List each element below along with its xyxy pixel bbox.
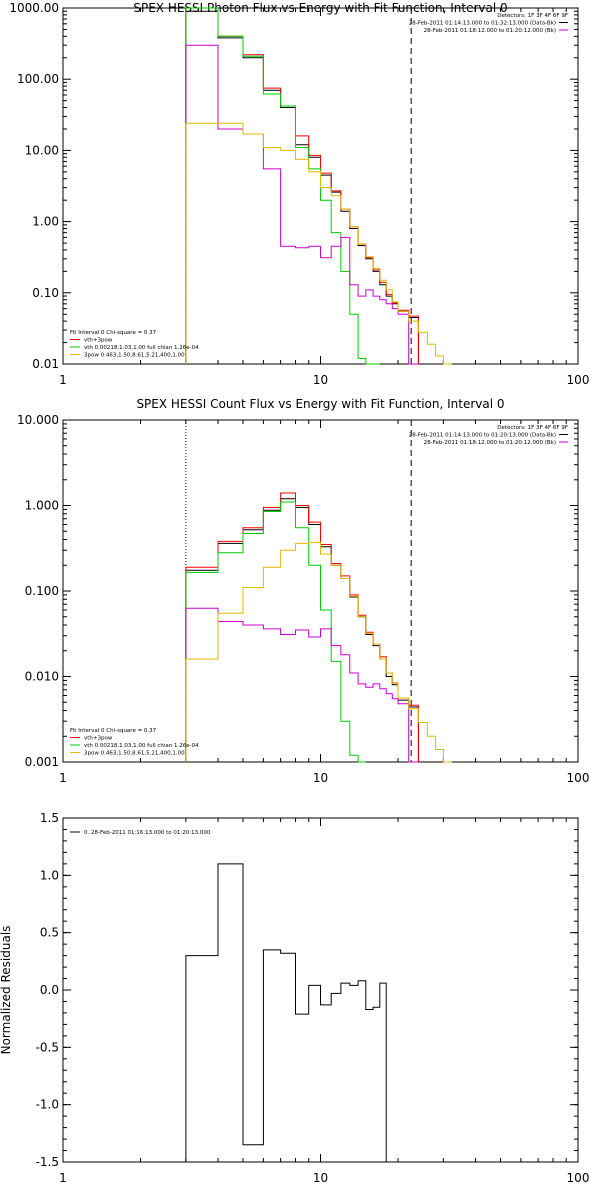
- series-1: [185, 7, 419, 364]
- series-2: [185, 501, 366, 763]
- series-2-step: [185, 501, 366, 763]
- series-3: [185, 607, 419, 763]
- series-0: [185, 10, 419, 364]
- chart-panel-0: SPEX HESSI Photon Flux vs Energy with Fi…: [9, 1, 589, 387]
- series-4: [185, 122, 452, 365]
- y-tick-label: 100.00: [17, 72, 59, 86]
- legend-left-entry: Fit Interval 0 Chi-square = 0.37: [70, 728, 157, 734]
- series-1: [185, 492, 419, 762]
- x-tick-label: 100: [567, 373, 590, 387]
- y-tick-label: -0.5: [36, 1040, 59, 1054]
- series-4: [185, 541, 452, 763]
- series-4-step: [185, 122, 452, 365]
- x-tick-label: 10: [313, 1171, 328, 1185]
- legend-right-entry: 28-Feb-2011 01:18:12.000 to 01:20:12.000…: [424, 440, 556, 446]
- y-tick-label: 1.0: [40, 868, 59, 882]
- chart-panel-1: SPEX HESSI Count Flux vs Energy with Fit…: [17, 397, 589, 785]
- legend-left-entry: 3pow 0.463,1.50,8.61,5.21,400,1.00: [84, 353, 185, 359]
- x-tick-label: 10: [313, 771, 328, 785]
- y-tick-label: 0.0: [40, 983, 59, 997]
- y-tick-label: 1.5: [40, 811, 59, 825]
- legend-right-entry: 28-Feb-2011 01:14:13.000 to 01:32:13.000…: [409, 21, 556, 27]
- y-tick-label: 0.100: [25, 584, 59, 598]
- y-tick-label: 1.00: [32, 215, 59, 229]
- legend-left-entry: Fit Interval 0 Chi-square = 0.37: [70, 330, 157, 336]
- x-tick-label: 10: [313, 373, 328, 387]
- series-3-step: [185, 44, 419, 365]
- x-tick-label: 100: [567, 1171, 590, 1185]
- series-4-step: [185, 541, 452, 763]
- y-tick-label: -1.5: [36, 1155, 59, 1169]
- legend-left-entry: 3pow 0.463,1.50,8.61,5.21,400,1.00: [84, 751, 185, 757]
- series-3: [185, 44, 419, 365]
- y-tick-label: 1000.00: [9, 1, 59, 15]
- y-tick-label: 0.010: [25, 670, 59, 684]
- series-2-step: [185, 7, 380, 365]
- y-tick-label: 0.10: [32, 286, 59, 300]
- y-tick-label: -1.0: [36, 1098, 59, 1112]
- series-2: [185, 7, 380, 365]
- legend-left-entry: vth 0.00218,1.03,1.00 full chian 1.26e-0…: [84, 345, 199, 351]
- chart-title: SPEX HESSI Count Flux vs Energy with Fit…: [136, 397, 504, 411]
- legend-right-entry: 28-Feb-2011 01:14:13.000 to 01:20:13.000…: [409, 433, 556, 439]
- y-tick-label: 10.00: [25, 143, 59, 157]
- y-tick-label: 0.5: [40, 926, 59, 940]
- legend-left-entry: 0. 28-Feb-2011 01:16:13.000 to 01:20:13.…: [84, 830, 211, 836]
- y-tick-label: 10.000: [17, 413, 59, 427]
- y-axis-label: Normalized Residuals: [0, 926, 13, 1055]
- series-1-step: [185, 7, 419, 364]
- series-3-step: [185, 607, 419, 763]
- y-tick-label: 0.01: [32, 357, 59, 371]
- series-0-step: [185, 10, 419, 364]
- y-tick-label: 0.001: [25, 755, 59, 769]
- x-tick-label: 1: [59, 373, 67, 387]
- chart-panel-2: 1 10 100 -1.5 -1.0 -0.5 0.0 0.5 1.0 1.5 Normalized…: [0, 811, 589, 1185]
- legend-right-entry: Detectors: 1F 3F 4F 6F 9F: [497, 13, 568, 19]
- series-1-step: [185, 492, 419, 762]
- x-tick-label: 1: [59, 1171, 67, 1185]
- x-tick-label: 100: [567, 771, 590, 785]
- x-tick-label: 1: [59, 771, 67, 785]
- y-tick-label: 1.000: [25, 499, 59, 513]
- legend-left-entry: vth+3pow: [84, 736, 113, 742]
- series-0-step: [185, 863, 387, 1162]
- legend-right-entry: 28-Feb-2011 01:18:12.000 to 01:20:12.000…: [424, 28, 556, 34]
- series-0: [185, 863, 387, 1162]
- legend-right-entry: Detectors: 1F 3F 4F 6F 9F: [497, 425, 568, 431]
- legend-left-entry: vth+3pow: [84, 338, 113, 344]
- legend-left-entry: vth 0.00218,1.03,1.00 full chian 1.26e-0…: [84, 743, 199, 749]
